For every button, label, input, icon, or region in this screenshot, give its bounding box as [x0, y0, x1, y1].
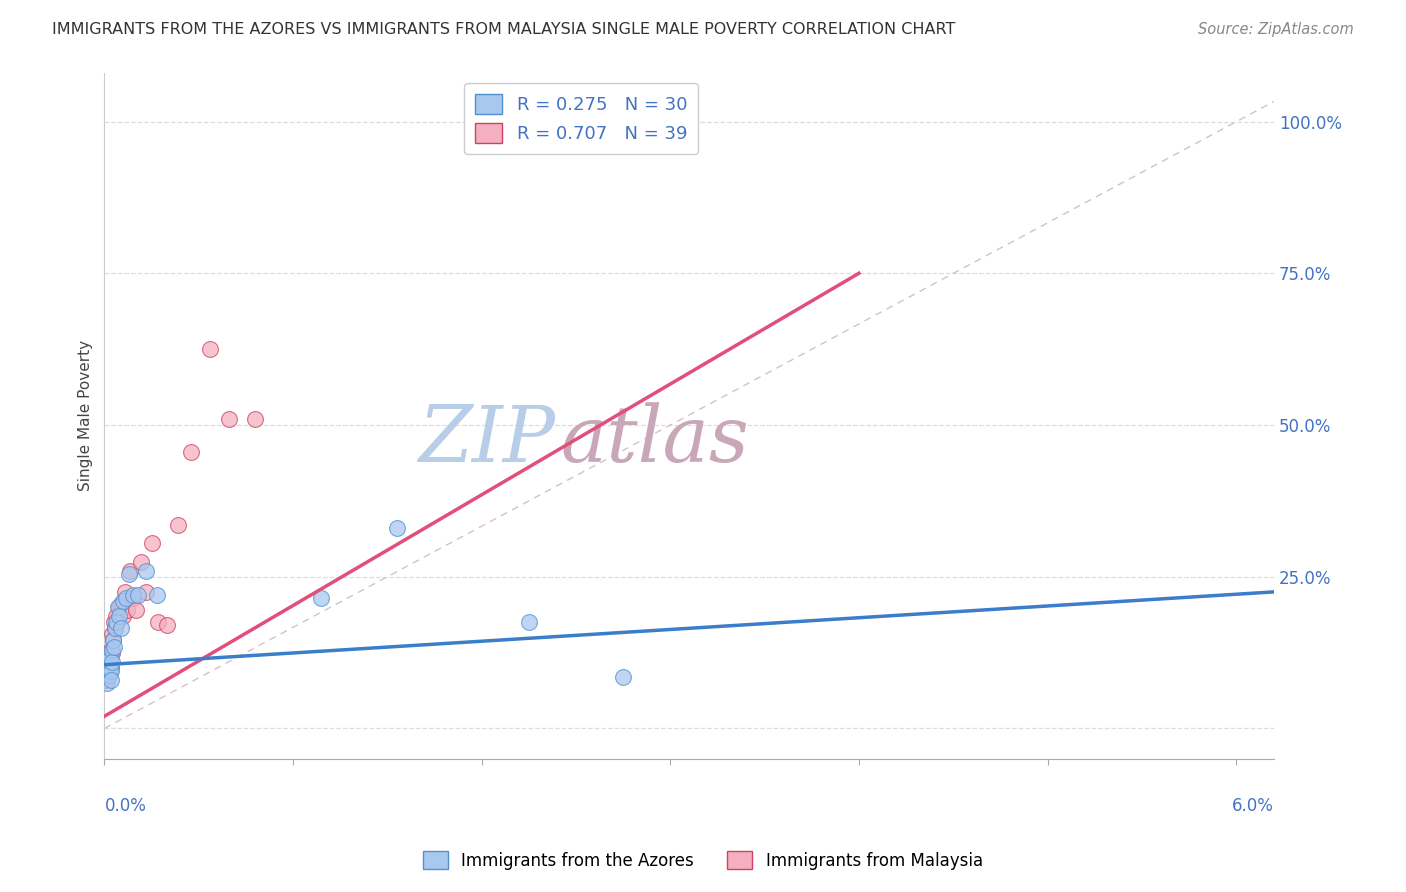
Point [107, 600, 129, 615]
Point [104, 621, 127, 635]
Point [115, 591, 138, 605]
Point [180, 445, 202, 459]
Point [156, 618, 179, 632]
Point [103, 615, 125, 630]
Point [121, 588, 143, 602]
Point [125, 603, 148, 617]
Legend: R = 0.275   N = 30, R = 0.707   N = 39: R = 0.275 N = 30, R = 0.707 N = 39 [464, 83, 697, 153]
Point [104, 621, 127, 635]
Point [103, 640, 125, 654]
Point [108, 606, 131, 620]
Point [115, 603, 138, 617]
Point [112, 594, 135, 608]
Point [101, 646, 124, 660]
Point [97, 648, 120, 663]
Point [118, 566, 141, 581]
Point [96, 657, 118, 672]
Point [98, 651, 121, 665]
Point [101, 642, 124, 657]
Point [110, 621, 132, 635]
Point [107, 600, 129, 615]
Point [385, 521, 408, 535]
Point [110, 597, 132, 611]
Point [94, 670, 117, 684]
Point [114, 585, 136, 599]
Point [103, 633, 125, 648]
Point [118, 564, 141, 578]
Text: IMMIGRANTS FROM THE AZORES VS IMMIGRANTS FROM MALAYSIA SINGLE MALE POVERTY CORRE: IMMIGRANTS FROM THE AZORES VS IMMIGRANTS… [52, 22, 956, 37]
Point [97, 648, 120, 663]
Point [98, 661, 121, 675]
Legend: Immigrants from the Azores, Immigrants from Malaysia: Immigrants from the Azores, Immigrants f… [416, 845, 990, 877]
Point [135, 585, 157, 599]
Y-axis label: Single Male Poverty: Single Male Poverty [79, 341, 93, 491]
Point [103, 633, 125, 648]
Point [100, 664, 122, 678]
Point [198, 342, 221, 356]
Point [127, 588, 149, 602]
Point [108, 609, 131, 624]
Point [245, 412, 267, 426]
Text: 6.0%: 6.0% [1232, 797, 1274, 814]
Text: ZIP: ZIP [418, 401, 554, 478]
Point [94, 657, 117, 672]
Point [218, 412, 240, 426]
Point [612, 670, 634, 684]
Point [98, 655, 121, 669]
Point [135, 564, 157, 578]
Point [146, 615, 169, 630]
Point [105, 615, 128, 630]
Point [311, 591, 333, 605]
Point [97, 664, 120, 678]
Point [146, 588, 169, 602]
Point [121, 591, 143, 605]
Point [100, 673, 122, 687]
Point [105, 615, 128, 630]
Point [97, 664, 120, 678]
Point [94, 673, 117, 687]
Point [97, 668, 120, 682]
Point [101, 627, 124, 641]
Point [100, 642, 122, 657]
Point [96, 676, 118, 690]
Point [96, 666, 118, 681]
Point [96, 664, 118, 678]
Point [96, 655, 118, 669]
Text: Source: ZipAtlas.com: Source: ZipAtlas.com [1198, 22, 1354, 37]
Point [167, 518, 190, 533]
Point [98, 668, 121, 682]
Point [98, 668, 121, 682]
Point [112, 609, 135, 624]
Point [100, 661, 122, 675]
Point [141, 536, 163, 550]
Point [105, 609, 128, 624]
Point [129, 555, 152, 569]
Text: atlas: atlas [561, 401, 749, 478]
Point [98, 651, 121, 665]
Point [517, 615, 540, 630]
Point [101, 655, 124, 669]
Text: 0.0%: 0.0% [104, 797, 146, 814]
